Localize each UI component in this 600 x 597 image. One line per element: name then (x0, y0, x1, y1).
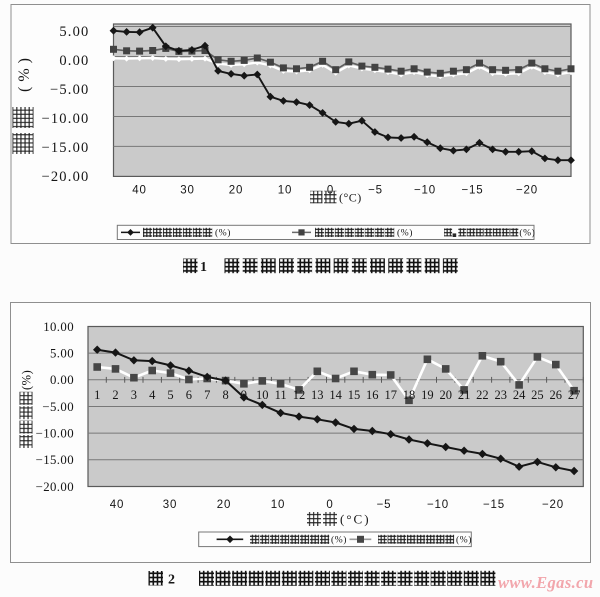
svg-text:10: 10 (271, 499, 285, 511)
svg-text:20: 20 (217, 499, 231, 511)
svg-text:−10: −10 (427, 499, 449, 511)
svg-text:−10.00: −10.00 (41, 111, 89, 127)
svg-text:10: 10 (278, 185, 292, 197)
svg-text:7: 7 (204, 388, 210, 402)
svg-text:(%): (%) (20, 370, 34, 390)
svg-text:16: 16 (366, 388, 379, 402)
svg-text:www.Egas.cu: www.Egas.cu (498, 573, 593, 592)
svg-text:30: 30 (180, 185, 194, 197)
svg-text:21: 21 (458, 388, 471, 402)
svg-text:(%): (%) (215, 228, 231, 239)
svg-text:8: 8 (222, 388, 228, 402)
svg-text:10: 10 (256, 388, 269, 402)
svg-text:−5: −5 (377, 499, 392, 511)
svg-text:30: 30 (163, 499, 177, 511)
svg-text:(%): (%) (397, 228, 413, 239)
svg-text:−5.00: −5.00 (42, 400, 74, 414)
svg-text:(%): (%) (331, 535, 347, 546)
svg-text:5.00: 5.00 (59, 24, 89, 40)
svg-text:24: 24 (513, 388, 526, 402)
svg-text:19: 19 (421, 388, 434, 402)
svg-text:2: 2 (112, 388, 118, 402)
svg-text:22: 22 (476, 388, 489, 402)
svg-text:−20: −20 (516, 185, 538, 197)
svg-text:−20.00: −20.00 (41, 169, 89, 185)
svg-text:26: 26 (550, 388, 563, 402)
svg-text:(°C): (°C) (339, 191, 362, 205)
svg-text:(%): (%) (16, 53, 33, 92)
svg-text:12: 12 (293, 388, 306, 402)
svg-text:1: 1 (94, 388, 100, 402)
svg-text:0: 0 (326, 499, 333, 511)
svg-text:40: 40 (132, 185, 146, 197)
svg-text:−15.00: −15.00 (41, 140, 89, 156)
svg-text:0: 0 (327, 185, 334, 197)
svg-text:20: 20 (229, 185, 243, 197)
svg-text:−20: −20 (542, 499, 564, 511)
svg-text:27: 27 (568, 388, 581, 402)
svg-text:−20.00: −20.00 (36, 480, 74, 494)
svg-text:40: 40 (110, 499, 124, 511)
svg-text:0.00: 0.00 (59, 53, 89, 69)
svg-text:11: 11 (275, 388, 287, 402)
svg-text:(°C): (°C) (340, 512, 371, 527)
svg-text:0.00: 0.00 (50, 373, 74, 387)
svg-text:−10: −10 (414, 185, 436, 197)
svg-text:5.00: 5.00 (50, 346, 74, 360)
svg-text:6: 6 (186, 388, 192, 402)
svg-text:15: 15 (348, 388, 361, 402)
svg-text:18: 18 (403, 388, 416, 402)
svg-text:2: 2 (168, 573, 175, 588)
svg-text:9: 9 (241, 388, 247, 402)
svg-text:−15: −15 (462, 185, 484, 197)
svg-text:17: 17 (384, 388, 397, 402)
svg-text:4: 4 (149, 388, 156, 402)
svg-text:5: 5 (167, 388, 173, 402)
svg-text:10.00: 10.00 (43, 320, 74, 334)
svg-text:23: 23 (494, 388, 507, 402)
svg-text:−15.00: −15.00 (36, 453, 74, 467)
svg-text:−5: −5 (368, 185, 383, 197)
svg-text:14: 14 (329, 388, 342, 402)
svg-text:25: 25 (531, 388, 544, 402)
svg-text:(%): (%) (519, 228, 535, 239)
svg-text:3: 3 (131, 388, 137, 402)
svg-text:−5.00: −5.00 (50, 82, 90, 98)
svg-text:13: 13 (311, 388, 324, 402)
svg-text:−10.00: −10.00 (36, 426, 74, 440)
svg-text:(%): (%) (456, 535, 472, 546)
svg-text:−15: −15 (483, 499, 505, 511)
svg-text:1: 1 (200, 260, 207, 275)
svg-text:20: 20 (439, 388, 452, 402)
